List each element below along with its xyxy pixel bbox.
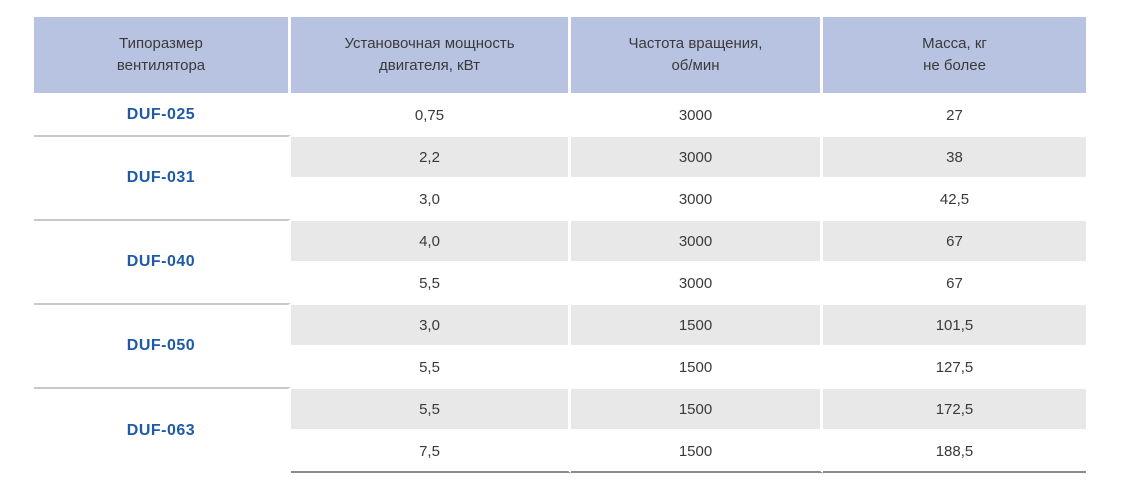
model-cell: DUF-063 (34, 387, 291, 473)
model-cell: DUF-050 (34, 303, 291, 387)
rpm-cell: 3000 (571, 93, 823, 135)
rpm-cell: 3000 (571, 135, 823, 177)
power-cell: 2,2 (291, 135, 571, 177)
power-cell: 7,5 (291, 429, 571, 473)
power-cell: 5,5 (291, 345, 571, 387)
table-row: 5,5 1500 127,5 (34, 345, 1086, 387)
mass-cell: 101,5 (823, 303, 1086, 345)
mass-cell: 127,5 (823, 345, 1086, 387)
power-cell: 3,0 (291, 303, 571, 345)
rpm-cell: 3000 (571, 177, 823, 219)
header-row: Типоразмер вентилятора Установочная мощн… (34, 17, 1086, 93)
table-row: 7,5 1500 188,5 (34, 429, 1086, 473)
header-fan-size: Типоразмер вентилятора (34, 17, 291, 93)
table-row: DUF-063 5,5 1500 172,5 (34, 387, 1086, 473)
power-cell: 5,5 (291, 261, 571, 303)
fan-specs-table: Типоразмер вентилятора Установочная мощн… (34, 17, 1086, 473)
table-row: DUF-031 2,2 3000 38 (34, 135, 1086, 219)
rpm-cell: 1500 (571, 345, 823, 387)
header-motor-power: Установочная мощность двигателя, кВт (291, 17, 571, 93)
mass-cell: 38 (823, 135, 1086, 177)
header-mass: Масса, кг не более (823, 17, 1086, 93)
header-rotation-speed: Частота вращения, об/мин (571, 17, 823, 93)
model-cell: DUF-025 (34, 93, 291, 135)
rpm-cell: 1500 (571, 387, 823, 429)
table-row: 5,5 3000 67 (34, 261, 1086, 303)
mass-cell: 172,5 (823, 387, 1086, 429)
mass-cell: 42,5 (823, 177, 1086, 219)
table-row: DUF-040 4,0 3000 67 (34, 219, 1086, 303)
power-cell: 3,0 (291, 177, 571, 219)
mass-cell: 27 (823, 93, 1086, 135)
table-row: DUF-025 0,75 3000 27 (34, 93, 1086, 135)
rpm-cell: 3000 (571, 261, 823, 303)
rpm-cell: 3000 (571, 219, 823, 261)
table-row: DUF-050 3,0 1500 101,5 (34, 303, 1086, 387)
rpm-cell: 1500 (571, 303, 823, 345)
rpm-cell: 1500 (571, 429, 823, 473)
power-cell: 5,5 (291, 387, 571, 429)
mass-cell: 67 (823, 261, 1086, 303)
table-row: 3,0 3000 42,5 (34, 177, 1086, 219)
power-cell: 4,0 (291, 219, 571, 261)
model-cell: DUF-040 (34, 219, 291, 303)
mass-cell: 188,5 (823, 429, 1086, 473)
power-cell: 0,75 (291, 93, 571, 135)
mass-cell: 67 (823, 219, 1086, 261)
model-cell: DUF-031 (34, 135, 291, 219)
